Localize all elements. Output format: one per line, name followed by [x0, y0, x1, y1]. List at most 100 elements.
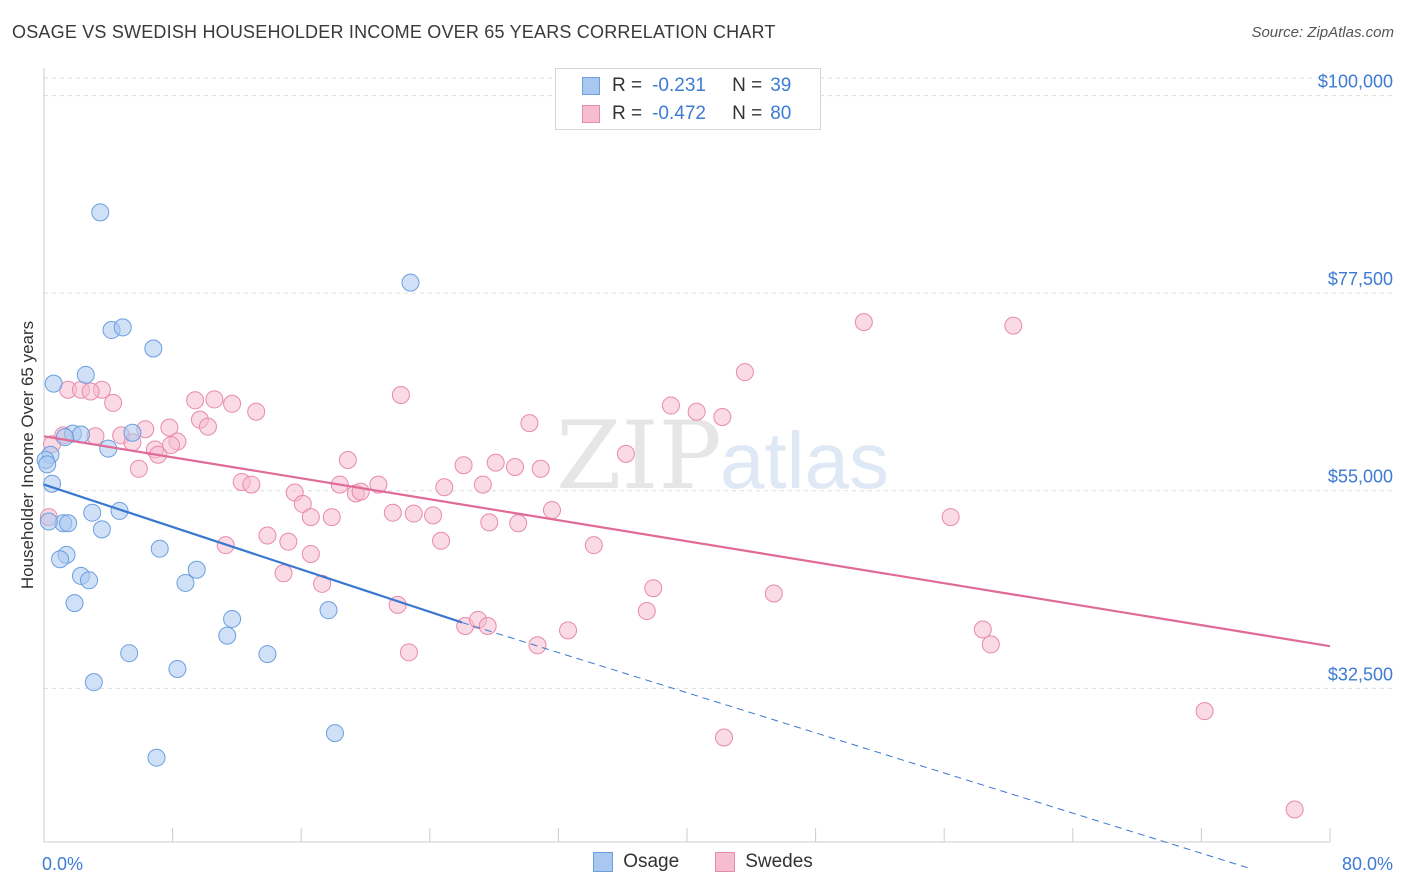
swedes-point	[198, 417, 217, 436]
x-tick-label: 0.0%	[42, 854, 83, 874]
swedes-point	[186, 391, 205, 410]
swedes-point	[528, 636, 547, 655]
osage-trend-line	[43, 483, 463, 624]
osage-point	[223, 609, 242, 628]
osage-point	[218, 626, 237, 645]
swedes-point	[454, 456, 473, 475]
legend-n-label: N =	[732, 103, 763, 124]
osage-point	[150, 539, 169, 558]
swedes-point	[520, 414, 539, 433]
swedes-point	[714, 728, 733, 747]
swedes-point	[247, 402, 266, 421]
x-tick-label: 80.0%	[1342, 854, 1393, 874]
y-tick-label: $32,500	[1328, 664, 1393, 684]
swedes-point	[161, 436, 180, 455]
swedes-point	[478, 616, 497, 635]
osage-point	[38, 455, 57, 474]
chart-title: OSAGE VS SWEDISH HOUSEHOLDER INCOME OVER…	[12, 22, 776, 42]
swedes-point	[941, 508, 960, 527]
swedes-point	[404, 504, 423, 523]
watermark-atlas: atlas	[720, 416, 889, 505]
swedes-point	[973, 620, 992, 639]
swedes-point	[129, 459, 148, 478]
bottom-legend-swedes[interactable]: Swedes	[715, 851, 813, 873]
swedes-point	[322, 508, 341, 527]
swedes-point	[531, 459, 550, 478]
osage-point	[39, 512, 58, 531]
swedes-label: Swedes	[745, 851, 813, 872]
osage-point	[401, 273, 420, 292]
swedes-point	[981, 635, 1000, 654]
swedes-point	[480, 513, 499, 532]
osage-point	[258, 645, 277, 664]
y-tick-label: $77,500	[1328, 269, 1393, 289]
legend-r-value: -0.472	[652, 103, 706, 124]
osage-point	[110, 501, 129, 520]
swedes-point	[104, 393, 123, 412]
swedes-point	[764, 584, 783, 603]
swedes-point	[661, 396, 680, 415]
osage-point	[80, 571, 99, 590]
osage-points	[36, 203, 420, 767]
swedes-point	[274, 564, 293, 583]
legend-box: R = -0.231 N = 39 R = -0.472 N = 80	[555, 68, 821, 130]
x-tick-labels: 0.0% 80.0%	[42, 854, 1393, 874]
legend-swatch-osage	[582, 77, 600, 95]
swedes-point	[637, 602, 656, 621]
osage-point	[187, 560, 206, 579]
osage-swatch	[593, 852, 614, 872]
swedes-point	[338, 451, 357, 469]
legend-r-value: -0.231	[652, 75, 706, 96]
swedes-point	[391, 386, 410, 405]
swedes-point	[301, 544, 320, 563]
swedes-point	[160, 418, 179, 437]
legend-n-label: N =	[732, 75, 763, 96]
swedes-point	[242, 475, 261, 494]
swedes-point	[432, 531, 451, 550]
swedes-point	[687, 402, 706, 421]
osage-point	[176, 573, 195, 592]
bottom-legend-osage[interactable]: Osage	[593, 851, 679, 873]
swedes-point	[424, 506, 443, 525]
swedes-points	[39, 313, 1304, 819]
swedes-swatch	[715, 852, 736, 872]
osage-point	[147, 748, 166, 767]
legend-r-label: R =	[612, 75, 643, 96]
swedes-point	[223, 394, 242, 413]
swedes-point	[713, 407, 732, 426]
swedes-point	[584, 536, 603, 555]
swedes-point	[473, 475, 492, 494]
swedes-point	[486, 453, 505, 472]
swedes-point	[505, 458, 524, 477]
osage-point	[123, 423, 142, 442]
swedes-point	[383, 503, 402, 522]
y-tick-labels: $32,500 $55,000 $77,500 $100,000	[1318, 72, 1393, 685]
osage-point	[84, 673, 103, 692]
legend-row-swedes: R = -0.472 N = 80	[556, 100, 791, 128]
swedes-point	[399, 643, 418, 662]
osage-point	[92, 520, 111, 539]
y-tick-label: $55,000	[1328, 467, 1393, 487]
swedes-point	[435, 478, 454, 497]
osage-point	[168, 660, 187, 679]
osage-trend-extension	[461, 621, 1250, 869]
osage-point	[325, 724, 344, 743]
swedes-trend-line	[43, 435, 1331, 648]
trend-lines	[43, 435, 1331, 869]
osage-point	[319, 601, 338, 620]
grid-lines	[44, 77, 1394, 689]
swedes-point	[351, 482, 370, 501]
y-tick-label: $100,000	[1318, 72, 1393, 92]
swedes-point	[293, 494, 312, 513]
swedes-point	[205, 390, 224, 409]
swedes-point	[509, 514, 528, 533]
swedes-point	[301, 508, 320, 527]
swedes-point	[81, 382, 100, 401]
osage-point	[113, 318, 132, 337]
swedes-point	[854, 313, 873, 332]
swedes-point	[735, 363, 754, 382]
legend-row-osage: R = -0.231 N = 39	[556, 72, 791, 100]
swedes-point	[542, 501, 561, 520]
osage-point	[55, 428, 74, 447]
